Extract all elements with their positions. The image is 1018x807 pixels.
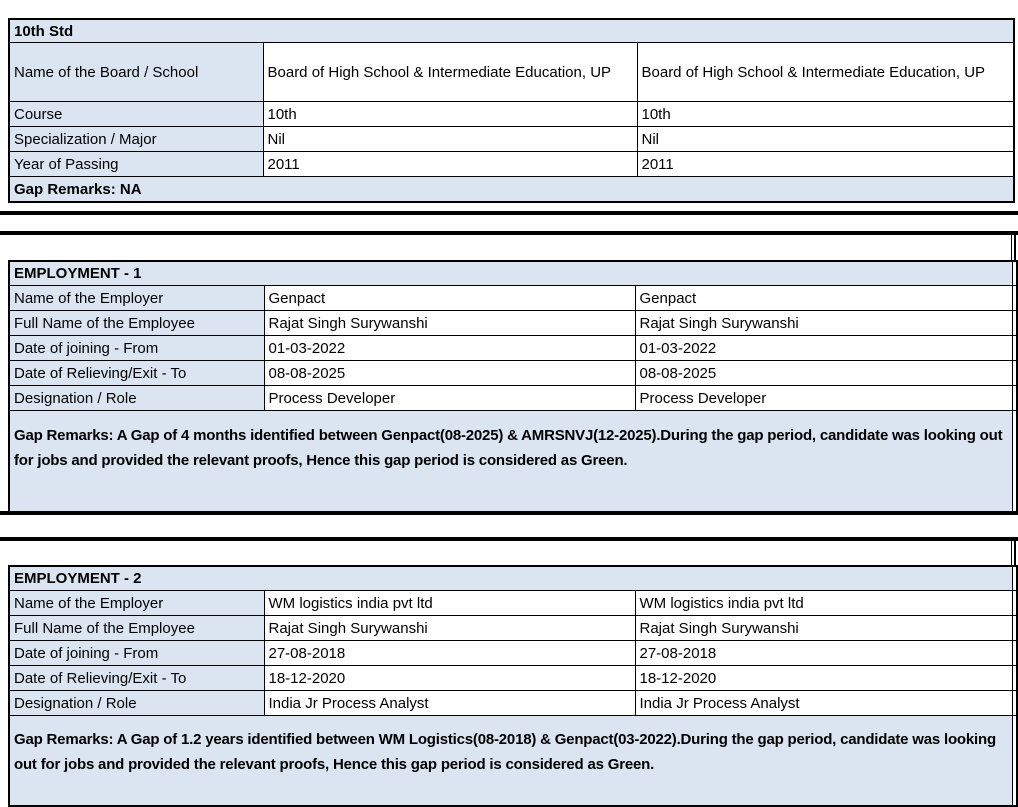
table-row: Gap Remarks: A Gap of 1.2 years identifi… <box>8 715 1018 807</box>
row-label: Course <box>8 101 264 127</box>
row-label: Name of the Employer <box>8 285 265 311</box>
row-value: Process Developer <box>634 385 1013 411</box>
row-label: Date of joining - From <box>8 335 265 361</box>
row-value: 27-08-2018 <box>634 640 1013 666</box>
table-row: Designation / Role India Jr Process Anal… <box>8 690 1018 716</box>
employment-1-section: EMPLOYMENT - 1 Name of the Employer Genp… <box>8 235 1018 513</box>
table-row: Specialization / Major Nil Nil <box>8 126 1015 152</box>
row-label: Full Name of the Employee <box>8 310 265 336</box>
row-label: Year of Passing <box>8 151 264 177</box>
row-value: Rajat Singh Surywanshi <box>263 310 636 336</box>
table-row: Date of joining - From 01-03-2022 01-03-… <box>8 335 1018 361</box>
row-value: 2011 <box>636 151 1015 177</box>
table-row: Year of Passing 2011 2011 <box>8 151 1015 177</box>
table-row: Course 10th 10th <box>8 101 1015 127</box>
table-row: Full Name of the Employee Rajat Singh Su… <box>8 615 1018 641</box>
table-row: Designation / Role Process Developer Pro… <box>8 385 1018 411</box>
spacer-cell <box>1011 285 1018 311</box>
row-value: Process Developer <box>263 385 636 411</box>
spacer-cell <box>1011 310 1018 336</box>
row-value: Rajat Singh Surywanshi <box>634 310 1013 336</box>
spacer-cell <box>1011 715 1018 807</box>
spacer-cell <box>1011 665 1018 691</box>
gap-remarks: Gap Remarks: A Gap of 4 months identifie… <box>8 410 1013 513</box>
row-value: Board of High School & Intermediate Educ… <box>636 42 1015 102</box>
table-row: Date of Relieving/Exit - To 08-08-2025 0… <box>8 360 1018 386</box>
row-value: Rajat Singh Surywanshi <box>263 615 636 641</box>
table-row: Name of the Employer WM logistics india … <box>8 590 1018 616</box>
table-row: Gap Remarks: A Gap of 4 months identifie… <box>8 410 1018 513</box>
row-label: Name of the Board / School <box>8 42 264 102</box>
row-label: Date of joining - From <box>8 640 265 666</box>
row-value: Genpact <box>263 285 636 311</box>
row-label: Name of the Employer <box>8 590 265 616</box>
row-value: 08-08-2025 <box>263 360 636 386</box>
separator-line <box>0 537 1018 541</box>
row-value: Nil <box>262 126 638 152</box>
separator-line <box>0 231 1018 235</box>
row-value: 08-08-2025 <box>634 360 1013 386</box>
row-value: Nil <box>636 126 1015 152</box>
section-title: EMPLOYMENT - 2 <box>8 565 1013 591</box>
gap-remarks: Gap Remarks: A Gap of 1.2 years identifi… <box>8 715 1013 807</box>
row-label: Full Name of the Employee <box>8 615 265 641</box>
row-value: India Jr Process Analyst <box>634 690 1013 716</box>
table-row: Date of joining - From 27-08-2018 27-08-… <box>8 640 1018 666</box>
spacer-cell <box>1011 590 1018 616</box>
row-value: Rajat Singh Surywanshi <box>634 615 1013 641</box>
row-value: 27-08-2018 <box>263 640 636 666</box>
spacer-cell <box>1011 360 1018 386</box>
row-value: Genpact <box>634 285 1013 311</box>
table-row: Date of Relieving/Exit - To 18-12-2020 1… <box>8 665 1018 691</box>
table-row: EMPLOYMENT - 2 <box>8 565 1018 591</box>
row-label: Date of Relieving/Exit - To <box>8 665 265 691</box>
table-row: EMPLOYMENT - 1 <box>8 260 1018 286</box>
row-value: 2011 <box>262 151 638 177</box>
table-row: Full Name of the Employee Rajat Singh Su… <box>8 310 1018 336</box>
table-row: Name of the Board / School Board of High… <box>8 42 1015 102</box>
row-label: Date of Relieving/Exit - To <box>8 360 265 386</box>
spacer-cell <box>1011 640 1018 666</box>
row-value: WM logistics india pvt ltd <box>634 590 1013 616</box>
row-label: Designation / Role <box>8 385 265 411</box>
spacer-cell <box>1011 615 1018 641</box>
section-title: 10th Std <box>8 18 1015 43</box>
spacer-cell <box>1011 385 1018 411</box>
row-value: 01-03-2022 <box>634 335 1013 361</box>
row-value: 10th <box>262 101 638 127</box>
employment-1-table: EMPLOYMENT - 1 Name of the Employer Genp… <box>8 260 1018 513</box>
row-label: Specialization / Major <box>8 126 264 152</box>
spacer-cell <box>1011 690 1018 716</box>
spacer-cell <box>1011 565 1018 591</box>
row-value: India Jr Process Analyst <box>263 690 636 716</box>
employment-2-table: EMPLOYMENT - 2 Name of the Employer WM l… <box>8 565 1018 807</box>
separator-line <box>0 511 1018 515</box>
table-row: 10th Std <box>8 18 1015 43</box>
separator-line <box>0 211 1018 215</box>
row-value: 18-12-2020 <box>263 665 636 691</box>
employment-2-section: EMPLOYMENT - 2 Name of the Employer WM l… <box>8 541 1018 807</box>
table-row: Gap Remarks: NA <box>8 176 1015 203</box>
gap-remarks: Gap Remarks: NA <box>8 176 1015 203</box>
education-table: 10th Std Name of the Board / School Boar… <box>8 18 1015 203</box>
row-label: Designation / Role <box>8 690 265 716</box>
spacer-cell <box>1011 260 1018 286</box>
table-row: Name of the Employer Genpact Genpact <box>8 285 1018 311</box>
row-value: 01-03-2022 <box>263 335 636 361</box>
spacer-cell <box>1011 335 1018 361</box>
spacer-cell <box>1011 410 1018 513</box>
row-value: Board of High School & Intermediate Educ… <box>262 42 638 102</box>
row-value: 10th <box>636 101 1015 127</box>
section-title: EMPLOYMENT - 1 <box>8 260 1013 286</box>
row-value: 18-12-2020 <box>634 665 1013 691</box>
row-value: WM logistics india pvt ltd <box>263 590 636 616</box>
